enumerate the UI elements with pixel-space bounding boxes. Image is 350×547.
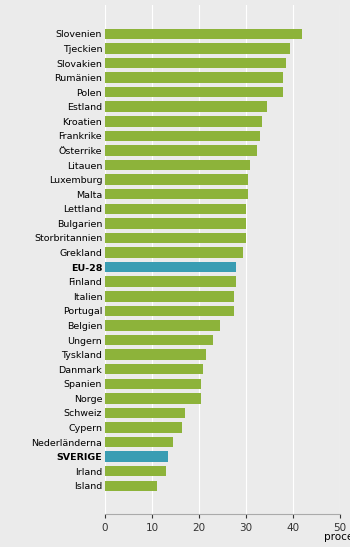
Bar	[105, 146, 258, 156]
Bar	[105, 189, 248, 200]
Bar	[105, 58, 286, 68]
Bar	[105, 350, 206, 360]
Bar	[105, 102, 267, 112]
Bar	[105, 364, 203, 374]
Bar	[105, 72, 283, 83]
X-axis label: procent: procent	[324, 532, 350, 542]
Bar	[105, 422, 182, 433]
Bar	[105, 451, 168, 462]
Bar	[105, 218, 246, 229]
Bar	[105, 466, 166, 476]
Bar	[105, 174, 248, 185]
Bar	[105, 306, 234, 316]
Bar	[105, 232, 246, 243]
Bar	[105, 320, 220, 331]
Bar	[105, 276, 236, 287]
Bar	[105, 131, 260, 141]
Bar	[105, 160, 250, 170]
Bar	[105, 262, 236, 272]
Bar	[105, 335, 213, 345]
Bar	[105, 437, 173, 447]
Bar	[105, 203, 246, 214]
Bar	[105, 379, 201, 389]
Bar	[105, 28, 302, 39]
Bar	[105, 247, 243, 258]
Bar	[105, 43, 290, 54]
Bar	[105, 408, 185, 418]
Bar	[105, 116, 262, 126]
Bar	[105, 291, 234, 301]
Bar	[105, 481, 156, 491]
Bar	[105, 87, 283, 97]
Bar	[105, 393, 201, 404]
